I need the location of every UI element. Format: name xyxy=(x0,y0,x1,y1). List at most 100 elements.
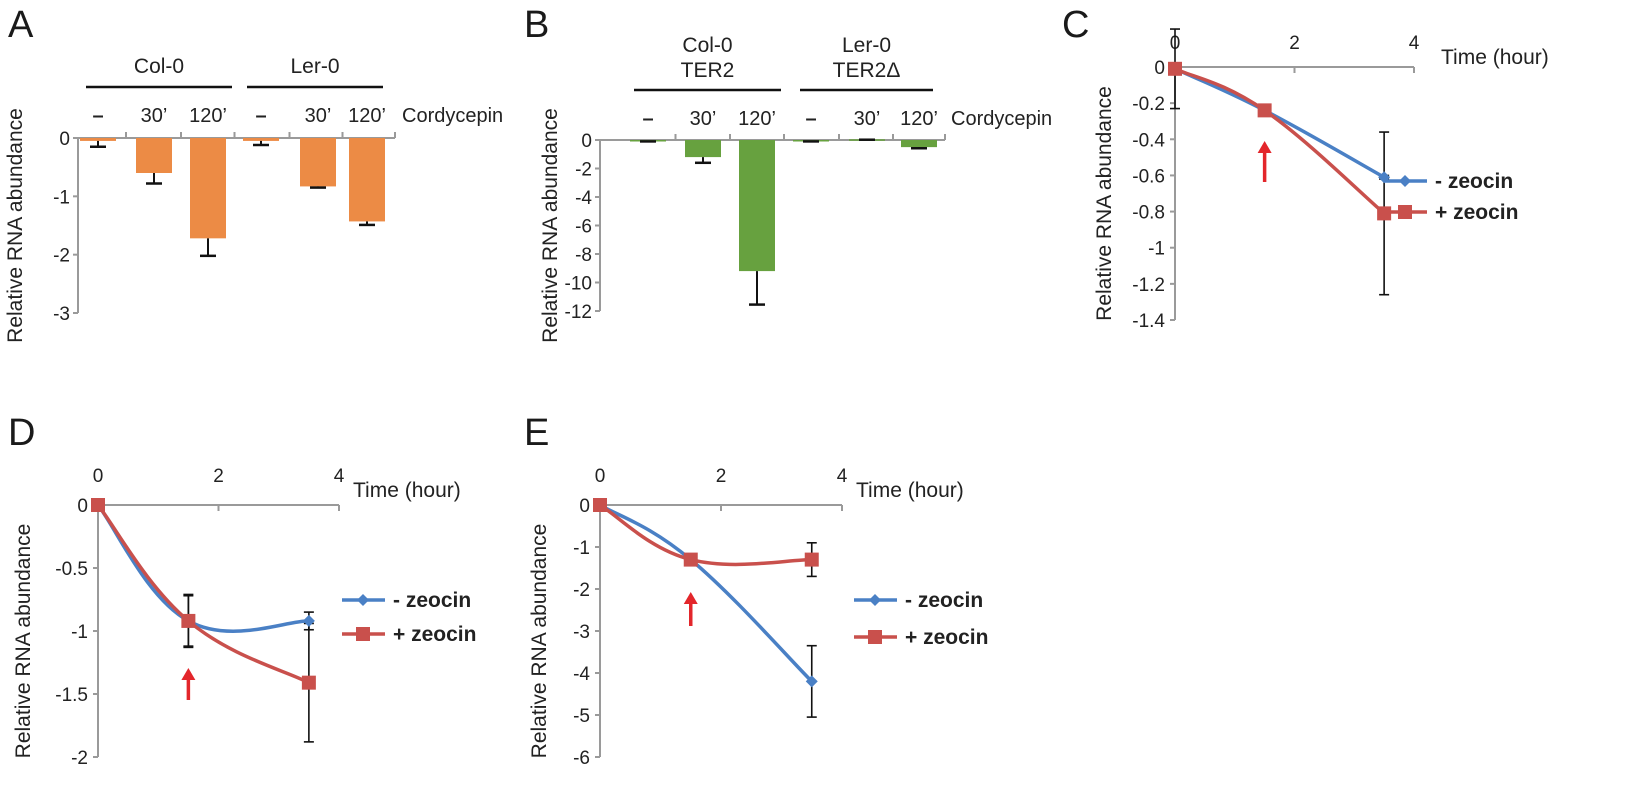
series-line-minus-zeocin xyxy=(96,503,309,633)
category-label: 30’ xyxy=(305,105,332,127)
arrow-up-icon xyxy=(683,592,698,604)
group-label: Ler-0 xyxy=(842,34,891,57)
bar xyxy=(349,138,385,222)
bar xyxy=(685,140,721,158)
y-tick-label: -0.4 xyxy=(1132,130,1165,151)
bar xyxy=(901,140,937,148)
y-tick-label: -2 xyxy=(71,748,88,769)
y-tick-label: -5 xyxy=(573,706,590,727)
category-label: 120’ xyxy=(900,108,938,130)
data-point-diamond xyxy=(302,614,315,627)
treatment-label: Cordycepin xyxy=(402,105,503,127)
y-tick-label: -4 xyxy=(573,664,590,685)
y-tick-label: -1 xyxy=(573,538,590,559)
data-point-square xyxy=(868,630,882,644)
category-label: 120’ xyxy=(189,105,227,127)
y-axis-title: Relative RNA abundance xyxy=(12,524,35,759)
category-label: 120’ xyxy=(738,108,776,130)
category-label: – xyxy=(92,105,103,127)
x-axis-title: Time (hour) xyxy=(353,479,461,502)
x-tick-label: 0 xyxy=(595,466,606,487)
y-tick-label: -12 xyxy=(565,302,592,323)
data-point-square xyxy=(804,552,819,567)
y-tick-label: -0.8 xyxy=(1132,203,1165,224)
y-tick-label: -0.6 xyxy=(1132,166,1165,187)
data-point-diamond xyxy=(869,594,881,606)
legend-label: + zeocin xyxy=(905,626,988,649)
category-label: – xyxy=(255,105,266,127)
series-line-minus-zeocin xyxy=(599,503,813,683)
y-tick-label: -2 xyxy=(573,580,590,601)
x-tick-label: 2 xyxy=(716,466,727,487)
y-tick-label: 0 xyxy=(1154,58,1165,79)
category-label: – xyxy=(805,108,816,130)
group-label: TER2 xyxy=(681,59,735,82)
treatment-label: Cordycepin xyxy=(951,108,1052,130)
y-tick-label: -10 xyxy=(565,274,592,295)
data-point-square xyxy=(1257,103,1272,118)
bar-chart-a: 0 -1 -2 -3 Relative RNA abundance Cordycepin C… xyxy=(4,55,503,343)
panel-letter-e: E xyxy=(524,412,549,454)
legend-label: - zeocin xyxy=(393,589,471,612)
group-label: Col-0 xyxy=(682,34,732,57)
data-point-square xyxy=(683,552,698,567)
legend-label: + zeocin xyxy=(393,623,476,646)
data-point-square xyxy=(1168,61,1182,76)
y-axis-title: Relative RNA abundance xyxy=(528,524,551,759)
y-tick-label: -2 xyxy=(53,246,70,267)
x-axis-title: Time (hour) xyxy=(1441,46,1549,69)
y-tick-label: 0 xyxy=(581,131,592,152)
legend-label: - zeocin xyxy=(905,589,983,612)
y-axis-title: Relative RNA abundance xyxy=(1093,86,1116,321)
legend-label: - zeocin xyxy=(1435,170,1513,193)
group-label: TER2Δ xyxy=(833,59,901,82)
y-axis-title: Relative RNA abundance xyxy=(4,108,27,343)
data-point-diamond xyxy=(357,594,369,606)
data-point-diamond xyxy=(1399,175,1411,187)
data-point-square xyxy=(301,675,316,690)
category-label: 120’ xyxy=(348,105,386,127)
y-tick-label: -1 xyxy=(53,187,70,208)
y-tick-label: -8 xyxy=(575,245,592,266)
data-point-square xyxy=(356,627,370,641)
category-label: – xyxy=(642,108,653,130)
data-point-square xyxy=(181,613,196,628)
group-label: Col-0 xyxy=(134,55,184,78)
arrow-up-icon xyxy=(181,668,196,680)
series-line-plus-zeocin xyxy=(1174,67,1386,215)
x-tick-label: 2 xyxy=(213,466,224,487)
panel-letter-b: B xyxy=(524,4,549,46)
x-tick-label: 4 xyxy=(837,466,848,487)
x-tick-label: 0 xyxy=(93,466,104,487)
series-line-plus-zeocin xyxy=(96,503,310,685)
legend-label: + zeocin xyxy=(1435,201,1518,224)
category-label: 30’ xyxy=(141,105,168,127)
y-tick-label: -6 xyxy=(573,748,590,769)
series-line-plus-zeocin xyxy=(599,503,812,567)
y-tick-label: 0 xyxy=(77,496,88,517)
bar xyxy=(243,138,279,141)
y-tick-label: -4 xyxy=(575,188,592,209)
y-tick-label: -1.5 xyxy=(55,685,88,706)
bar xyxy=(739,140,775,272)
panel-letter-c: C xyxy=(1062,4,1089,46)
category-label: 30’ xyxy=(690,108,717,130)
y-tick-label: -6 xyxy=(575,217,592,238)
data-point-diamond xyxy=(805,675,818,688)
y-axis-title: Relative RNA abundance xyxy=(539,108,562,343)
y-tick-label: -0.2 xyxy=(1132,94,1165,115)
y-tick-label: -1 xyxy=(71,622,88,643)
bar xyxy=(80,138,116,141)
x-axis-title: Time (hour) xyxy=(856,479,964,502)
panel-letter-d: D xyxy=(8,412,35,454)
data-point-square xyxy=(1398,205,1412,219)
bar xyxy=(136,138,172,173)
line-chart-e: 0 2 4 0 -1 -2 -3 -4 -5 -6 Time (hour) Relative RNA … xyxy=(528,466,988,769)
y-tick-label: -1 xyxy=(1148,239,1165,260)
x-tick-label: 4 xyxy=(334,466,345,487)
y-tick-label: -1.2 xyxy=(1132,275,1165,296)
x-tick-label: 2 xyxy=(1289,33,1300,54)
y-tick-label: -3 xyxy=(53,304,70,325)
